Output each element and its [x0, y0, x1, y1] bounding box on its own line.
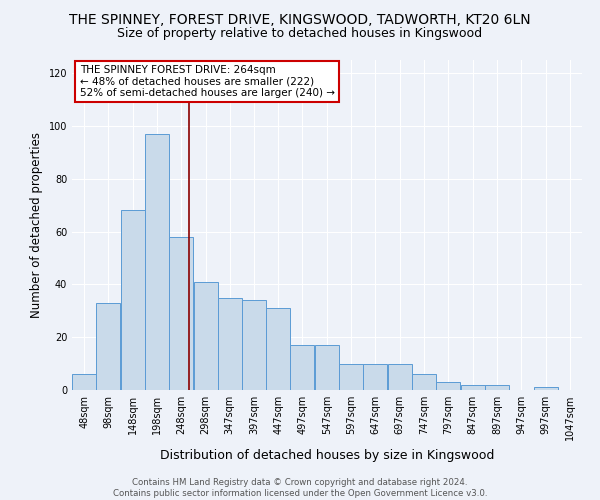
- Bar: [339, 364, 363, 390]
- Bar: [364, 364, 388, 390]
- Bar: [121, 210, 145, 390]
- Bar: [412, 374, 436, 390]
- Bar: [461, 384, 485, 390]
- Bar: [388, 364, 412, 390]
- Text: Size of property relative to detached houses in Kingswood: Size of property relative to detached ho…: [118, 28, 482, 40]
- Bar: [218, 298, 242, 390]
- Y-axis label: Number of detached properties: Number of detached properties: [30, 132, 43, 318]
- Bar: [242, 300, 266, 390]
- Bar: [266, 308, 290, 390]
- Text: THE SPINNEY FOREST DRIVE: 264sqm
← 48% of detached houses are smaller (222)
52% : THE SPINNEY FOREST DRIVE: 264sqm ← 48% o…: [80, 65, 335, 98]
- Text: THE SPINNEY, FOREST DRIVE, KINGSWOOD, TADWORTH, KT20 6LN: THE SPINNEY, FOREST DRIVE, KINGSWOOD, TA…: [69, 12, 531, 26]
- Bar: [169, 237, 193, 390]
- Bar: [315, 345, 339, 390]
- Bar: [290, 345, 314, 390]
- Bar: [72, 374, 96, 390]
- X-axis label: Distribution of detached houses by size in Kingswood: Distribution of detached houses by size …: [160, 448, 494, 462]
- Bar: [145, 134, 169, 390]
- Bar: [194, 282, 218, 390]
- Bar: [436, 382, 460, 390]
- Text: Contains HM Land Registry data © Crown copyright and database right 2024.
Contai: Contains HM Land Registry data © Crown c…: [113, 478, 487, 498]
- Bar: [97, 303, 121, 390]
- Bar: [485, 384, 509, 390]
- Bar: [533, 388, 557, 390]
